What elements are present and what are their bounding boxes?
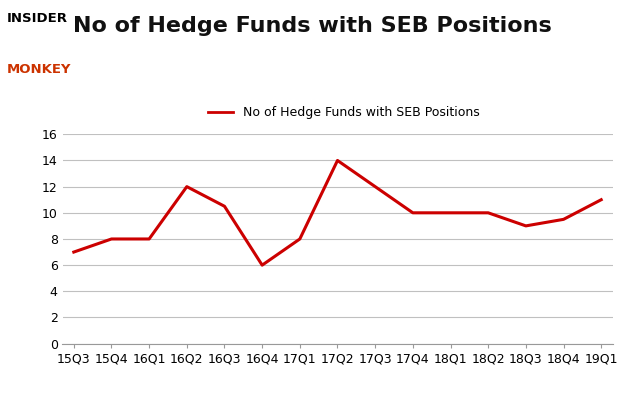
Text: INSIDER: INSIDER (6, 12, 68, 25)
Text: MONKEY: MONKEY (6, 63, 71, 76)
Text: No of Hedge Funds with SEB Positions: No of Hedge Funds with SEB Positions (73, 16, 552, 36)
Legend: No of Hedge Funds with SEB Positions: No of Hedge Funds with SEB Positions (203, 101, 484, 124)
